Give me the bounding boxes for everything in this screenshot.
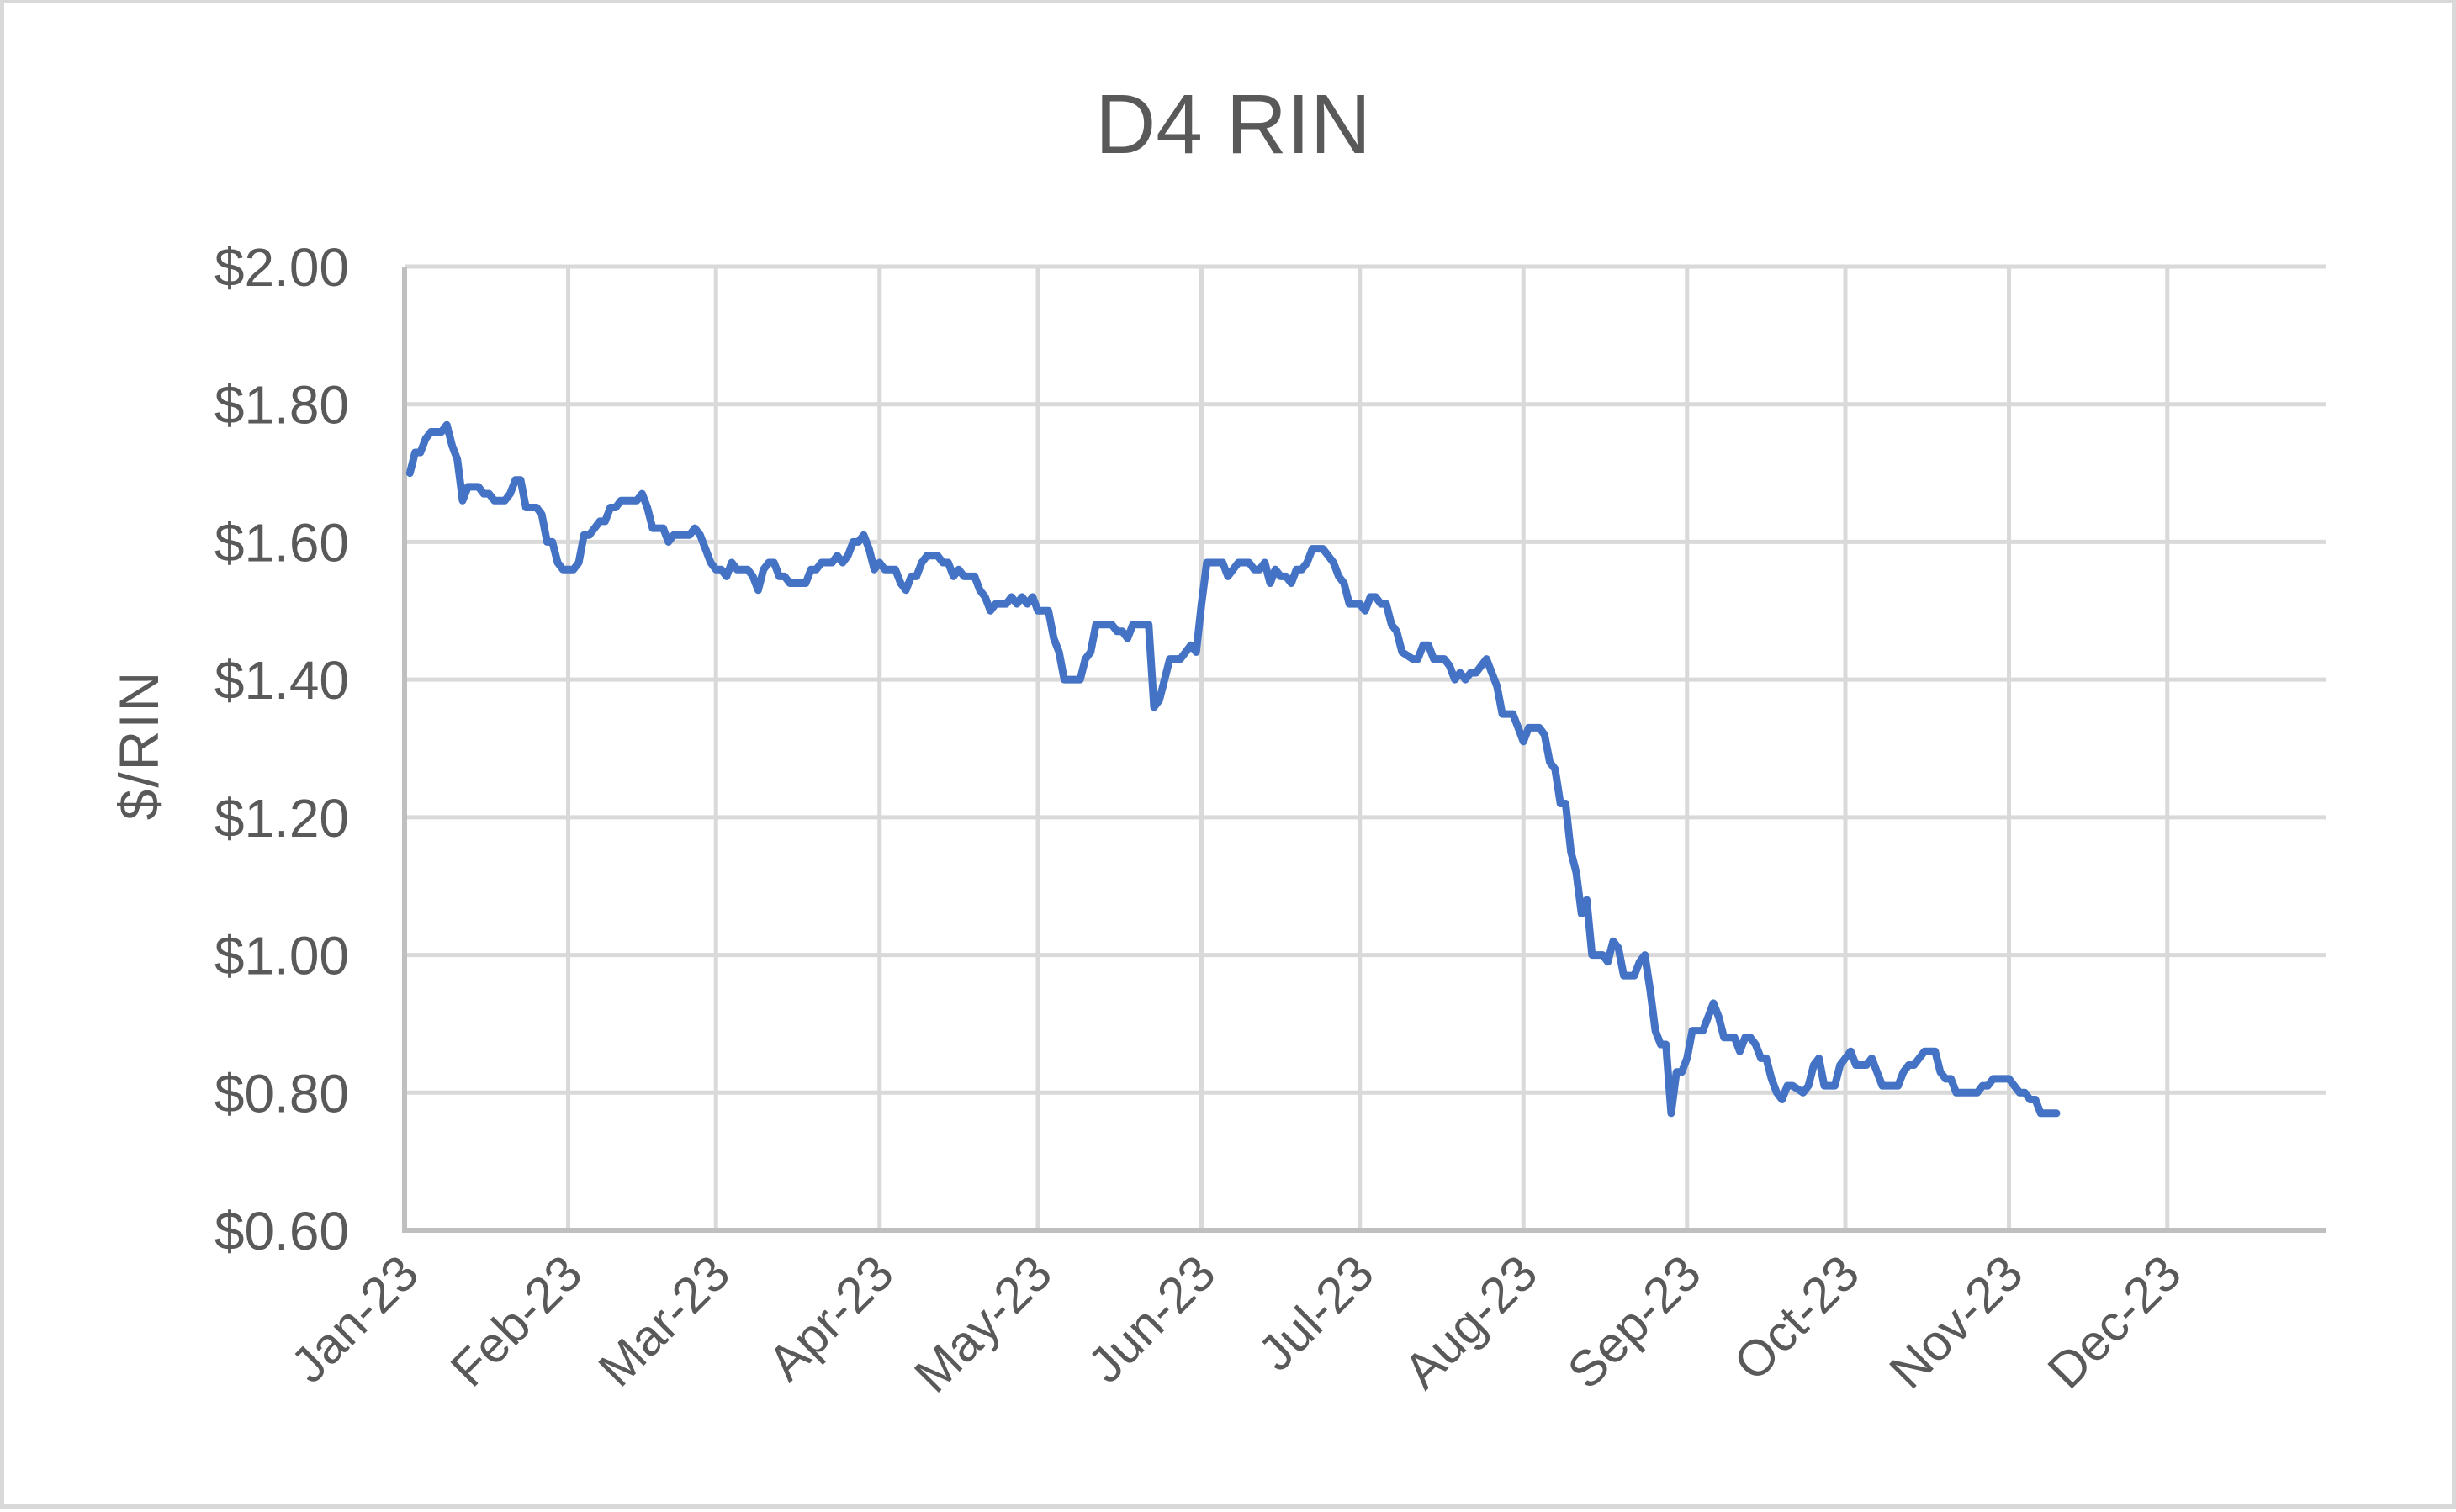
horizontal-gridlines: [405, 264, 2326, 1095]
y-tick-label: $1.80: [214, 375, 349, 436]
y-tick-label: $1.60: [214, 512, 349, 573]
x-tick-label: May-23: [903, 1245, 1062, 1404]
y-tick-label: $1.00: [214, 926, 349, 986]
x-tick-label: Aug-23: [1393, 1245, 1548, 1399]
x-tick-label: Sep-23: [1557, 1245, 1712, 1399]
y-axis-label: $/RIN: [108, 670, 170, 821]
d4-rin-price-line: [405, 420, 2061, 1118]
y-axis-tick-labels: $0.60 $0.80 $1.00 $1.20 $1.40 $1.60 $1.80 $2.00: [214, 237, 349, 1261]
x-tick-label: Jan-23: [280, 1245, 429, 1393]
axes: [402, 267, 2326, 1233]
x-tick-label: Feb-23: [440, 1245, 593, 1398]
y-tick-label: $0.60: [214, 1201, 349, 1261]
x-tick-label: Apr-23: [757, 1245, 904, 1392]
y-tick-label: $2.00: [214, 237, 349, 298]
y-tick-label: $1.20: [214, 788, 349, 849]
x-tick-label: Mar-23: [588, 1245, 741, 1398]
y-tick-label: $0.80: [214, 1063, 349, 1123]
x-tick-label: Nov-23: [1879, 1245, 2034, 1399]
x-tick-label: Oct-23: [1723, 1245, 1870, 1392]
chart-canvas: D4 RIN $0.60 $0.80 $1.00 $1.20 $1.40 $1.60 $1.…: [108, 77, 2326, 1404]
y-tick-label: $1.40: [214, 650, 349, 711]
x-tick-label: Dec-23: [2037, 1245, 2192, 1399]
x-tick-label: Jun-23: [1077, 1245, 1226, 1393]
chart-title: D4 RIN: [1095, 77, 1371, 172]
x-tick-label: Jul-23: [1247, 1245, 1384, 1382]
vertical-gridlines: [566, 267, 2170, 1230]
